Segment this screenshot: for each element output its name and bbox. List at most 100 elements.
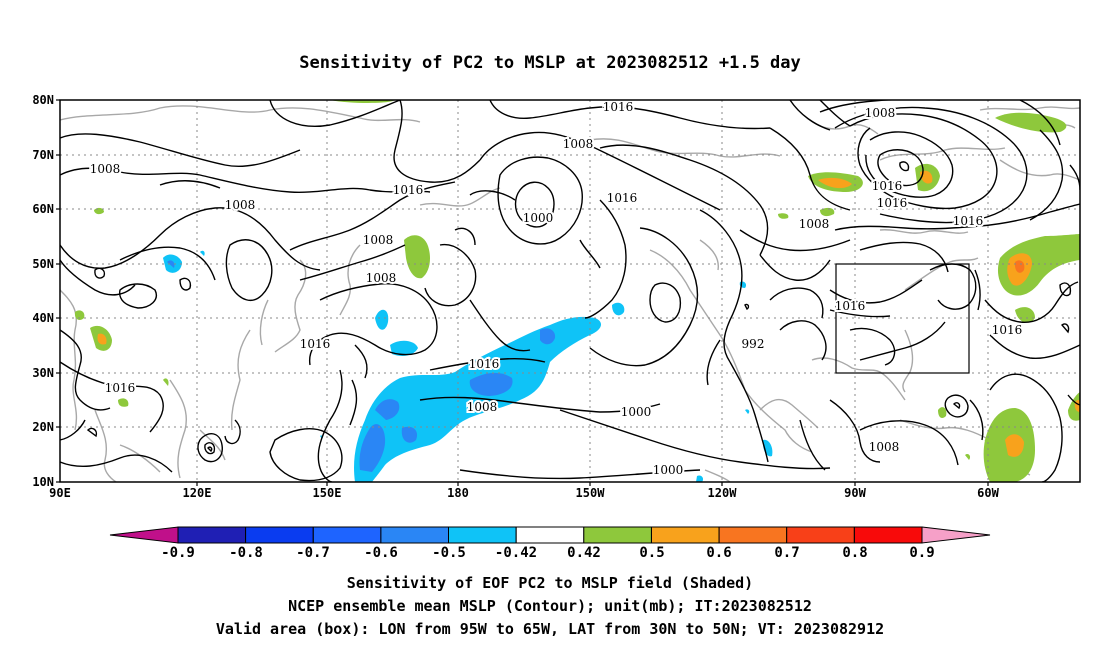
lat-label: 50N: [32, 257, 54, 271]
shade-blue-mid: [359, 424, 386, 472]
caption-line-2: NCEP ensemble mean MSLP (Contour); unit(…: [288, 597, 812, 615]
contour-label: 1000: [621, 405, 652, 419]
lon-label: 90W: [844, 486, 866, 500]
colorbar-tick-label: 0.9: [909, 545, 934, 561]
shade-blue-small3: [612, 302, 625, 316]
shade-green-4: [820, 207, 835, 217]
caption-line-1: Sensitivity of EOF PC2 to MSLP field (Sh…: [347, 574, 753, 592]
colorbar-box: [583, 526, 652, 544]
sensitivity-shading: [74, 100, 1080, 482]
shade-blue-small6: [200, 250, 205, 256]
contour-label: 1016: [607, 191, 638, 205]
shade-green-17: [118, 398, 129, 407]
lat-label: 40N: [32, 311, 54, 325]
colorbar-box: [786, 526, 855, 544]
colorbar-below-triangle: [109, 526, 179, 544]
latitude-labels: 80N 70N 60N 50N 40N 30N 20N 10N: [32, 93, 54, 489]
lat-label: 70N: [32, 148, 54, 162]
contour-label: 1008: [865, 106, 896, 120]
lon-label: 90E: [49, 486, 71, 500]
colorbar-box: [718, 526, 788, 544]
shade-green-6: [995, 112, 1067, 133]
contour-label: 1016: [877, 196, 908, 210]
shade-green-1: [404, 235, 430, 279]
shade-blue-small1: [375, 309, 389, 330]
map-plot-area: [60, 100, 1080, 482]
longitude-labels: 90E 120E 150E 180 150W 120W 90W 60W: [49, 486, 999, 500]
plot-frame: [59, 99, 1081, 483]
contour-label: 1000: [523, 211, 554, 225]
contour-label: 1008: [366, 271, 397, 285]
shade-orange-1: [818, 177, 852, 189]
colorbar-labels: -0.9 -0.8 -0.7 -0.6 -0.5 -0.42 0.42 0.5 …: [161, 545, 935, 561]
contour-label: 1016: [105, 381, 136, 395]
colorbar-tick-label: -0.42: [495, 545, 537, 561]
colorbar-tick-label: 0.8: [842, 545, 867, 561]
shade-orange-4: [1014, 260, 1025, 273]
shade-green-10: [1068, 392, 1080, 421]
contour-label: 1016: [992, 323, 1023, 337]
colorbar-tick-label: -0.9: [161, 545, 195, 561]
contour-label: 1008: [225, 198, 256, 212]
shade-orange-5: [1005, 434, 1024, 457]
contour-label: 1016: [603, 100, 634, 114]
colorbar-box: [312, 526, 382, 544]
shade-green-12: [965, 453, 971, 460]
shade-blue-mid2: [375, 399, 400, 420]
colorbar-tick-label: -0.7: [296, 545, 330, 561]
colorbar: -0.9 -0.8 -0.7 -0.6 -0.5 -0.42 0.42 0.5 …: [109, 526, 991, 561]
contour-label: 1008: [563, 137, 594, 151]
contour-label: 1016: [393, 183, 424, 197]
contour-label: 1008: [90, 162, 121, 176]
contour-label: 1008: [363, 233, 394, 247]
shade-blue-mid3: [469, 372, 513, 396]
shade-blue-small11: [696, 475, 704, 482]
colorbar-tick-label: 0.42: [567, 545, 601, 561]
contour-label: 1008: [869, 440, 900, 454]
colorbar-box: [853, 526, 923, 544]
shade-blue-mid4: [540, 328, 556, 345]
colorbar-tick-label: -0.8: [229, 545, 263, 561]
colorbar-boxes: [177, 526, 923, 544]
map-title: Sensitivity of PC2 to MSLP at 2023082512…: [299, 53, 801, 73]
caption-line-3: Valid area (box): LON from 95W to 65W, L…: [216, 620, 884, 638]
shade-green-15: [74, 310, 85, 320]
colorbar-above-triangle: [921, 526, 991, 544]
shade-blue-small10: [745, 409, 750, 414]
contour-label: 1016: [953, 214, 984, 228]
colorbar-tick-label: -0.5: [432, 545, 466, 561]
colorbar-box: [651, 526, 720, 544]
colorbar-box: [515, 526, 585, 544]
contour-label: 1000: [653, 463, 684, 477]
lon-label: 120E: [183, 486, 212, 500]
shade-blue-main: [354, 316, 602, 482]
shade-blue-small5: [167, 260, 175, 268]
colorbar-box: [177, 526, 247, 544]
lat-label: 30N: [32, 366, 54, 380]
contour-label: 1016: [872, 179, 903, 193]
colorbar-tick-label: 0.7: [774, 545, 799, 561]
lon-label: 60W: [977, 486, 999, 500]
lat-label: 60N: [32, 202, 54, 216]
lon-label: 150W: [576, 486, 606, 500]
shade-green-5: [778, 213, 789, 219]
colorbar-tick-label: 0.5: [639, 545, 664, 561]
lat-ticks: [56, 99, 60, 483]
colorbar-box: [448, 526, 517, 544]
contour-labels: 1016 1008 1008 1016 1008 1008 1016 1016 1000 1016…: [88, 98, 1025, 479]
contour-label: 1008: [467, 400, 498, 414]
shade-green-8: [1015, 307, 1035, 323]
colorbar-box: [380, 526, 449, 544]
colorbar-tick-label: -0.6: [364, 545, 398, 561]
lat-label: 20N: [32, 420, 54, 434]
shade-blue-small2: [390, 340, 418, 356]
lat-label: 10N: [32, 475, 54, 489]
colorbar-tick-label: 0.6: [706, 545, 731, 561]
shade-blue-mid5: [401, 426, 418, 443]
contour-label: 1016: [835, 299, 866, 313]
shade-orange-6: [97, 333, 107, 345]
contour-label: 992: [742, 337, 765, 351]
contour-label: 1008: [799, 217, 830, 231]
colorbar-box: [245, 526, 314, 544]
